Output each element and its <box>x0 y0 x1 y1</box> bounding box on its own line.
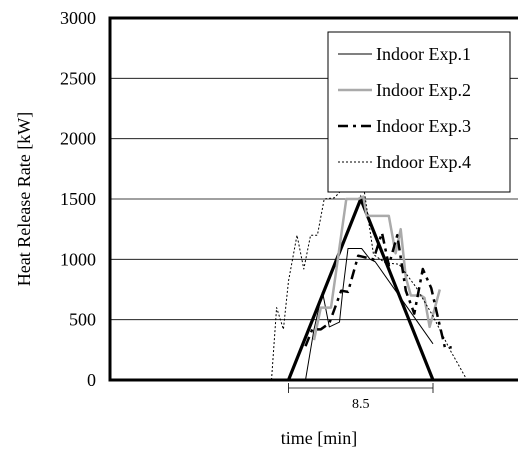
legend-label-1: Indoor Exp.1 <box>376 44 471 64</box>
legend: Indoor Exp.1 Indoor Exp.2 Indoor Exp.3 Indo… <box>327 31 511 193</box>
y-tick-label-2000: 2000 <box>60 129 96 149</box>
x-axis-title: time [min] <box>281 428 357 448</box>
series-lines <box>271 177 468 381</box>
legend-label-3: Indoor Exp.3 <box>376 116 471 136</box>
series-line-1 <box>305 247 434 381</box>
legend-label-2: Indoor Exp.2 <box>376 80 471 100</box>
series-line-3 <box>304 231 452 349</box>
legend-label-4: Indoor Exp.4 <box>376 152 471 172</box>
y-tick-label-2500: 2500 <box>60 68 96 88</box>
plot-frame <box>108 16 518 382</box>
y-tick-label-0: 0 <box>87 370 96 390</box>
series-line-2 <box>312 195 442 341</box>
duration-annotation: 8.5 <box>288 383 434 412</box>
annotation-label: 8.5 <box>352 397 370 412</box>
y-tick-label-1000: 1000 <box>60 249 96 269</box>
y-axis-title: Heat Release Rate [kW] <box>14 112 34 286</box>
legend-box <box>327 31 511 193</box>
y-tick-label-1500: 1500 <box>60 189 96 209</box>
y-tick-label-500: 500 <box>69 310 96 330</box>
y-tick-label-3000: 3000 <box>60 8 96 28</box>
y-tick-labels: 0 500 1000 1500 2000 2500 3000 <box>60 8 96 390</box>
